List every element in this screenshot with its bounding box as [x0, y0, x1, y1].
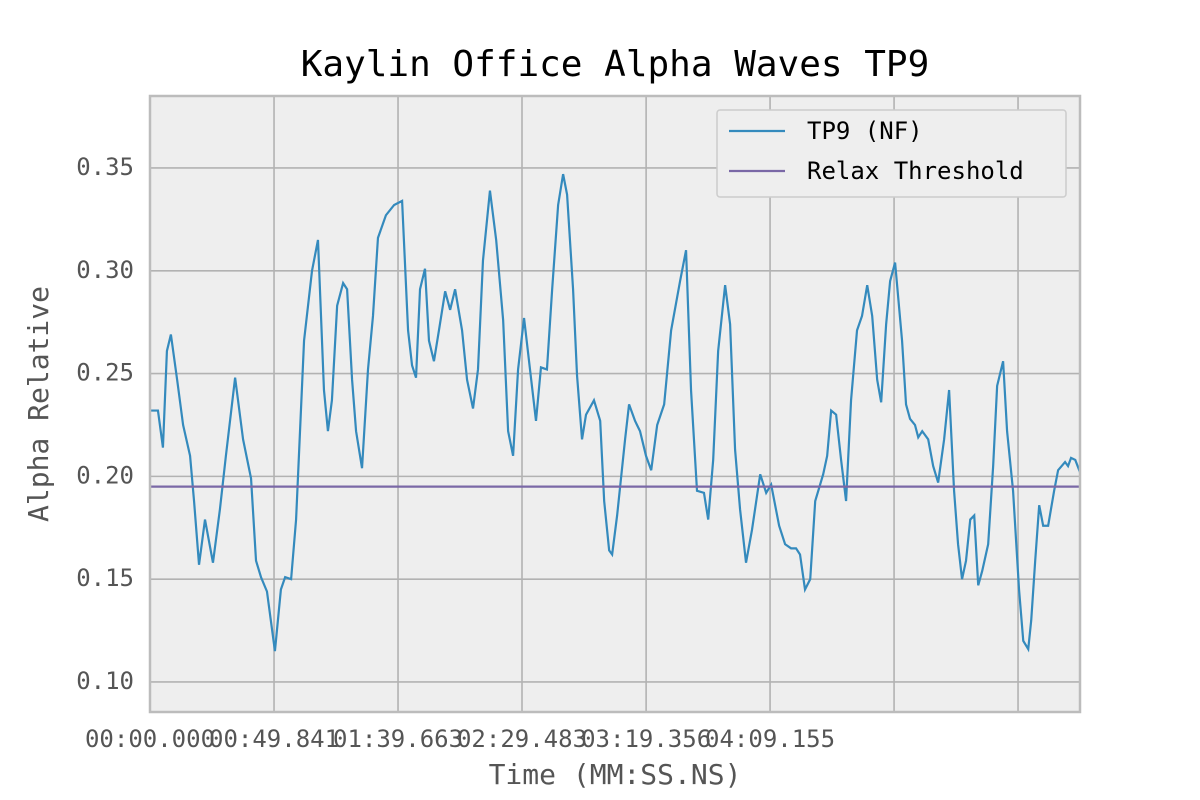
- x-tick-label: 03:19.356: [581, 725, 711, 753]
- x-axis-label: Time (MM:SS.NS): [489, 758, 742, 791]
- legend-label: TP9 (NF): [807, 117, 923, 145]
- chart-title: Kaylin Office Alpha Waves TP9: [301, 44, 930, 85]
- y-axis-label: Alpha Relative: [22, 286, 55, 522]
- y-tick-label: 0.15: [76, 564, 134, 592]
- plot-area: [150, 96, 1080, 712]
- y-tick-label: 0.25: [76, 359, 134, 387]
- x-tick-label: 00:49.841: [209, 725, 339, 753]
- x-tick-label: 01:39.663: [333, 725, 463, 753]
- y-tick-label: 0.35: [76, 153, 134, 181]
- y-tick-label: 0.30: [76, 256, 134, 284]
- legend-label: Relax Threshold: [807, 157, 1024, 185]
- axes-frame: [148, 94, 1082, 714]
- data-line: [150, 173, 1082, 653]
- y-tick-label: 0.20: [76, 461, 134, 489]
- x-tick-label: 02:29.483: [457, 725, 587, 753]
- y-tick-label: 0.10: [76, 667, 134, 695]
- legend-box: [716, 109, 1067, 198]
- x-tick-label: 04:09.155: [705, 725, 835, 753]
- x-tick-label: 00:00.000: [85, 725, 215, 753]
